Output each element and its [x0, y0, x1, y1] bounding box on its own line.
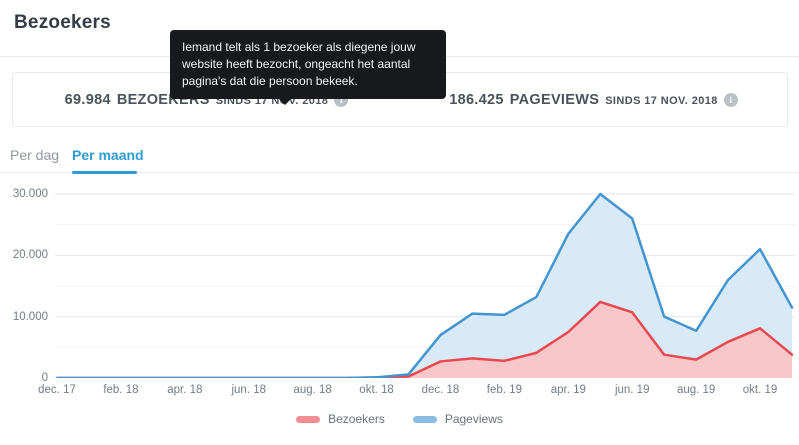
- tab-per-dag[interactable]: Per dag: [10, 147, 60, 163]
- y-axis-label: 20.000: [12, 249, 48, 262]
- legend-item-bezoekers[interactable]: Bezoekers: [296, 412, 385, 426]
- x-axis-label: aug. 18: [293, 384, 332, 396]
- pageviews-label: PAGEVIEWS: [509, 91, 600, 108]
- legend-item-pageviews[interactable]: Pageviews: [412, 412, 503, 426]
- chart-plot-area: [55, 192, 795, 378]
- tab-per-maand[interactable]: Per maand: [72, 147, 144, 163]
- info-tooltip: Iemand telt als 1 bezoeker als diegene j…: [170, 30, 446, 105]
- visitors-count: 69.984: [64, 91, 111, 108]
- y-axis-label: 30.000: [12, 188, 48, 200]
- active-tab-underline: [72, 171, 137, 174]
- y-axis-label: 0: [41, 372, 48, 384]
- pageviews-count: 186.425: [449, 91, 504, 108]
- tooltip-text: Iemand telt als 1 bezoeker als diegene j…: [182, 40, 416, 88]
- x-axis-label: apr. 19: [550, 384, 586, 396]
- x-axis-label: okt. 19: [742, 384, 778, 396]
- x-axis-label: aug. 19: [676, 384, 716, 396]
- x-axis-label: dec. 17: [38, 384, 76, 396]
- legend-label: Bezoekers: [328, 412, 385, 426]
- x-axis-label: feb. 18: [103, 384, 139, 396]
- y-axis-label: 10.000: [12, 310, 48, 323]
- pageviews-info-icon[interactable]: i: [723, 92, 738, 107]
- stats-card: 69.984 BEZOEKERS SINDS 17 NOV. 2018 i 18…: [12, 72, 788, 127]
- tooltip-caret-icon: [278, 98, 292, 105]
- x-axis-label: apr. 18: [167, 384, 203, 396]
- legend-label: Pageviews: [444, 412, 503, 426]
- page-title: Bezoekers: [14, 12, 111, 33]
- pageviews-since: SINDS 17 NOV. 2018: [605, 94, 718, 107]
- bezoekers-swatch-icon: [296, 415, 321, 423]
- x-axis-label: jun. 18: [231, 384, 266, 396]
- bezoekers-area: [57, 301, 792, 378]
- x-axis-label: jun. 19: [614, 384, 650, 396]
- chart-legend: Bezoekers Pageviews: [0, 412, 799, 426]
- x-axis-label: dec. 18: [421, 384, 460, 396]
- period-tabs: Per dag Per maand: [0, 147, 799, 174]
- bezoekers-line: [55, 300, 794, 378]
- pageviews-line: [55, 192, 794, 378]
- x-axis-label: feb. 19: [486, 384, 522, 396]
- x-axis-label: okt. 18: [359, 384, 394, 396]
- pageviews-swatch-icon: [412, 415, 437, 423]
- visitors-chart: 0 10.000 20.000 30.000 dec. 17 feb. 18 apr. 1…: [0, 185, 799, 410]
- pageviews-stat: 186.425 PAGEVIEWS SINDS 17 NOV. 2018 i: [400, 92, 787, 108]
